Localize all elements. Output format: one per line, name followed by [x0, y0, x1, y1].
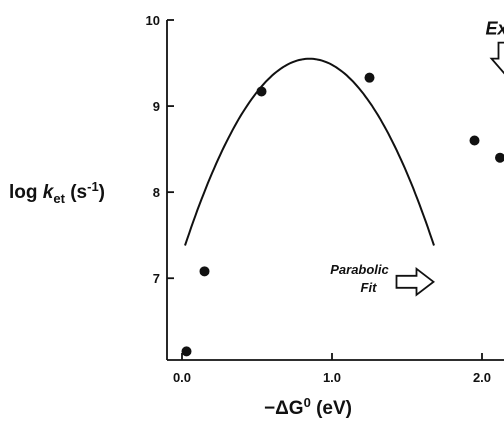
data-points — [181, 72, 504, 357]
x-axis-title-sup: 0 — [304, 395, 311, 410]
y-axis-title-prefix: log — [9, 182, 43, 203]
plot-area: 0.0 1.0 2.0 7 8 9 10 — [146, 13, 504, 385]
fit-label-line2: Fit — [361, 280, 378, 295]
x-axis-title: −ΔG0 (eV) — [264, 395, 352, 419]
data-point — [495, 152, 504, 163]
data-point — [256, 86, 267, 97]
y-axis-title-sub: et — [53, 191, 65, 206]
parabolic-fit-curve — [184, 57, 435, 246]
fit-label-line1: Parabolic — [330, 262, 389, 277]
expt-annotation: Expt. — [485, 19, 504, 75]
x-tick-label: 2.0 — [473, 370, 491, 385]
x-ticks: 0.0 1.0 2.0 — [173, 353, 491, 385]
y-tick-label: 9 — [153, 99, 160, 114]
y-axis-title: log ket (s-1) — [9, 179, 105, 206]
x-tick-label: 1.0 — [323, 370, 341, 385]
y-tick-label: 7 — [153, 271, 160, 286]
data-point — [199, 266, 210, 277]
x-axis-title-symbol: G — [289, 398, 304, 419]
expt-arrow — [489, 41, 504, 75]
y-axis-title-suffix: (s — [65, 182, 87, 203]
data-point — [469, 135, 480, 146]
fit-arrow — [395, 267, 435, 297]
x-tick-label: 0.0 — [173, 370, 191, 385]
data-point — [364, 72, 375, 83]
y-axis-title-end: ) — [99, 182, 105, 203]
y-ticks: 7 8 9 10 — [146, 13, 174, 286]
data-point — [181, 346, 192, 357]
fit-annotation: Parabolic Fit — [330, 262, 435, 297]
y-axis-title-symbol: k — [43, 182, 55, 203]
x-axis-title-suffix: (eV) — [311, 398, 352, 419]
y-tick-label: 10 — [146, 13, 160, 28]
y-axis-title-sup: -1 — [87, 179, 99, 194]
expt-label: Expt. — [485, 19, 504, 39]
y-tick-label: 8 — [153, 185, 160, 200]
x-axis-title-prefix: −Δ — [264, 398, 289, 419]
